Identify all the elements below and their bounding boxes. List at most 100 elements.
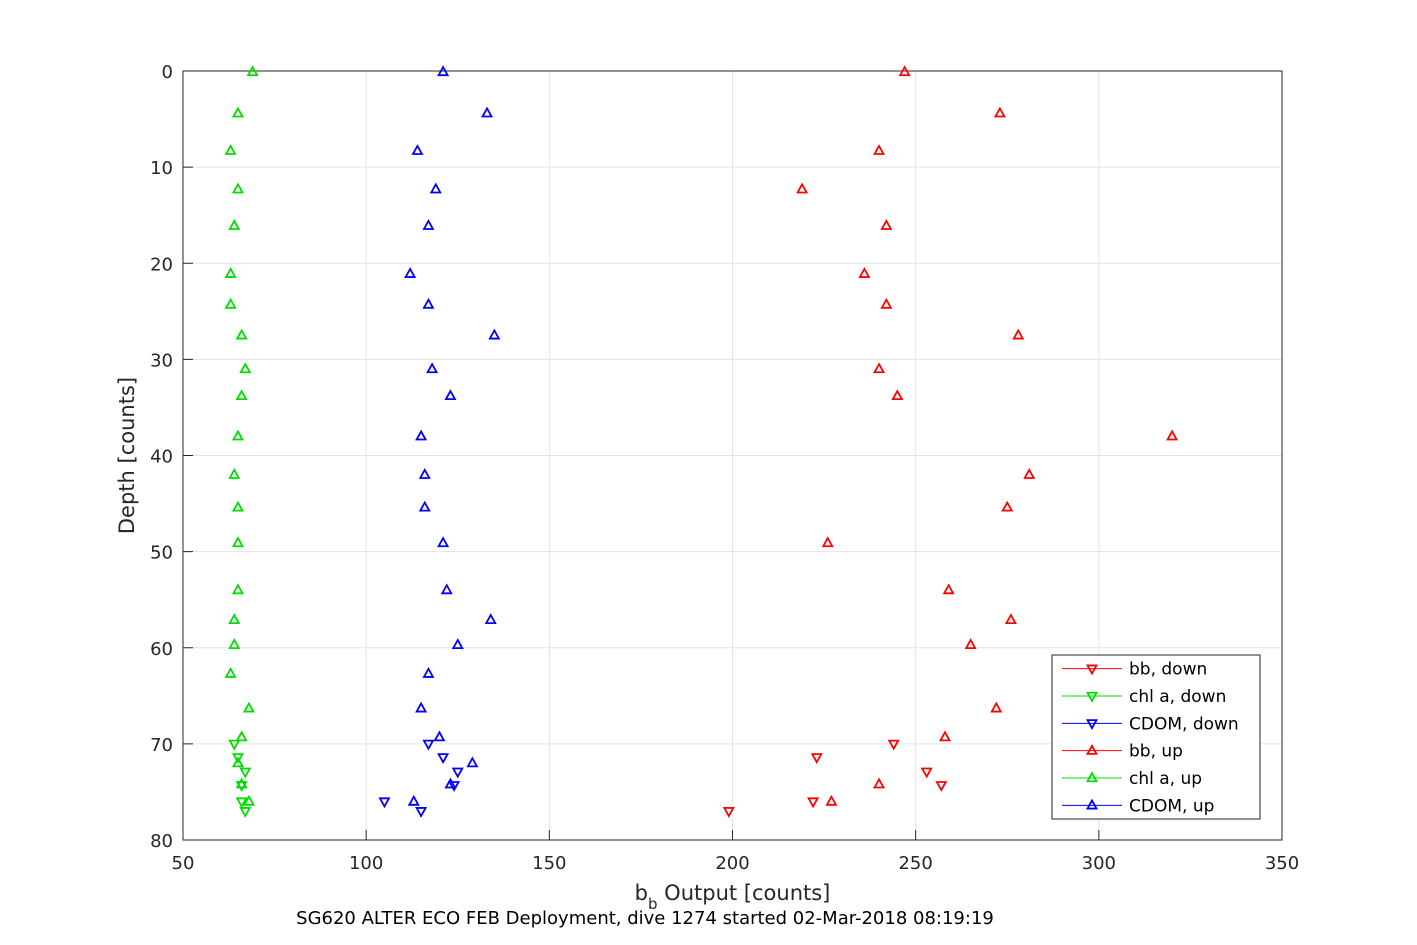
- data-point: [239, 807, 252, 818]
- data-point: [415, 701, 428, 713]
- data-point: [231, 756, 244, 768]
- data-point: [411, 144, 424, 155]
- data-point: [235, 389, 248, 401]
- legend-marker: [1085, 798, 1099, 810]
- data-point: [484, 613, 497, 625]
- x-tick-label: 50: [172, 853, 195, 874]
- data-point: [231, 500, 244, 512]
- x-axis-label-rest: Output [counts]: [658, 881, 831, 905]
- data-point: [228, 219, 241, 230]
- data-point: [887, 739, 900, 751]
- data-point: [993, 106, 1006, 118]
- data-point: [378, 797, 391, 809]
- data-point: [1012, 328, 1025, 340]
- data-point: [821, 536, 834, 548]
- legend-label: bb, down: [1129, 660, 1207, 680]
- data-point: [1023, 468, 1036, 479]
- data-point: [942, 583, 955, 595]
- data-point: [466, 756, 479, 768]
- data-point: [880, 297, 893, 309]
- legend-label: CDOM, down: [1129, 714, 1239, 734]
- data-point: [242, 794, 255, 806]
- data-point: [426, 362, 439, 374]
- data-point: [407, 794, 420, 806]
- data-point: [235, 777, 248, 789]
- data-point: [415, 429, 428, 441]
- x-tick-label: 200: [715, 853, 749, 874]
- data-point: [235, 781, 248, 792]
- x-tick-label: 250: [898, 853, 932, 874]
- legend-label: chl a, up: [1129, 769, 1202, 789]
- data-point: [422, 666, 435, 678]
- legend: bb, down chl a, down CDOM, down bb, up chl a…: [1051, 654, 1261, 820]
- legend-marker: [1085, 743, 1099, 755]
- data-point: [228, 613, 241, 625]
- data-point: [231, 583, 244, 595]
- data-point: [437, 753, 450, 765]
- data-point: [938, 730, 952, 742]
- series-0: [722, 739, 948, 818]
- data-point: [891, 389, 904, 401]
- data-point: [433, 730, 446, 742]
- data-point: [1004, 613, 1017, 625]
- data-point: [481, 106, 494, 118]
- data-point: [422, 739, 435, 751]
- y-axis-label: Depth [counts]: [115, 377, 139, 534]
- data-point: [444, 777, 457, 789]
- x-tick-label: 100: [349, 853, 383, 874]
- data-point: [429, 182, 442, 194]
- axis-ticks: 50 100 150 200 250 300 350 0 10 20 30 40 50 60 70 80: [150, 62, 1299, 874]
- data-point: [242, 701, 255, 713]
- data-point: [448, 781, 461, 792]
- x-tick-label: 150: [532, 853, 566, 874]
- y-tick-label: 30: [150, 350, 173, 371]
- data-point: [873, 362, 886, 374]
- legend-marker: [1085, 691, 1099, 703]
- series-5: [404, 65, 501, 806]
- data-point: [437, 536, 450, 548]
- x-tick-label: 300: [1082, 853, 1116, 874]
- series-2: [378, 739, 464, 818]
- data-point: [404, 267, 417, 278]
- y-tick-label: 40: [150, 447, 173, 468]
- series-1: [228, 739, 252, 818]
- data-point: [235, 730, 248, 742]
- data-point: [422, 219, 435, 230]
- y-tick-label: 50: [150, 543, 173, 564]
- data-point: [796, 182, 809, 194]
- data-point: [224, 144, 237, 155]
- data-point: [235, 797, 248, 809]
- data-point: [224, 267, 237, 278]
- data-point: [418, 468, 431, 479]
- data-point: [451, 638, 464, 650]
- data-point: [224, 297, 237, 309]
- data-point: [224, 666, 237, 678]
- data-point: [231, 536, 244, 548]
- data-point: [246, 65, 259, 77]
- data-point: [239, 362, 252, 374]
- data-point: [990, 701, 1003, 713]
- series-4: [224, 65, 259, 806]
- data-point: [228, 638, 241, 650]
- data-point: [444, 389, 457, 401]
- legend-marker: [1085, 664, 1099, 676]
- data-point: [858, 267, 871, 278]
- data-point: [920, 767, 933, 779]
- data-point: [722, 807, 735, 818]
- data-point: [964, 638, 977, 650]
- y-tick-label: 0: [162, 62, 173, 83]
- data-point: [422, 297, 435, 309]
- data-point: [935, 781, 948, 792]
- data-point: [231, 182, 244, 194]
- chart-caption: SG620 ALTER ECO FEB Deployment, dive 127…: [296, 908, 994, 929]
- legend-label: bb, up: [1129, 742, 1183, 762]
- data-point: [873, 777, 886, 789]
- legend-box: [1051, 654, 1261, 820]
- x-axis-label: bb Output [counts]: [635, 881, 831, 913]
- data-point: [1001, 500, 1014, 512]
- data-point: [239, 767, 252, 779]
- data-markers: [224, 65, 1179, 818]
- data-point: [440, 583, 453, 595]
- x-tick-label: 350: [1265, 853, 1299, 874]
- series-3: [796, 65, 1179, 806]
